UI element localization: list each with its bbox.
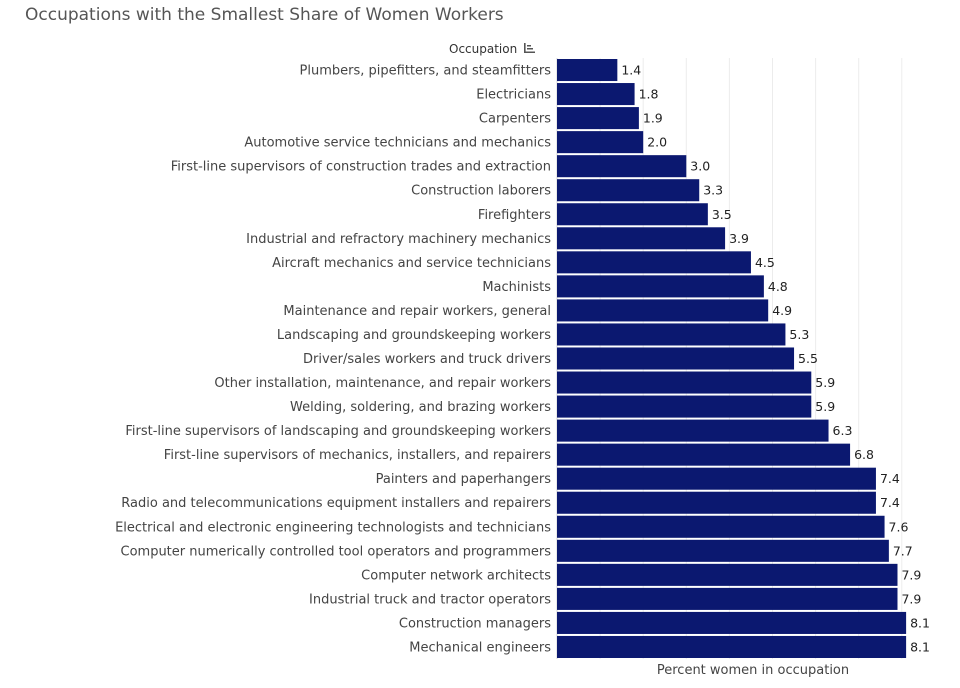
value-label: 4.9 bbox=[772, 303, 792, 318]
value-label: 6.8 bbox=[854, 447, 874, 462]
value-label: 7.7 bbox=[893, 543, 913, 558]
value-label: 5.5 bbox=[798, 351, 818, 366]
y-axis-header[interactable]: Occupation bbox=[449, 42, 517, 56]
bar[interactable] bbox=[557, 179, 700, 202]
bar[interactable] bbox=[557, 299, 769, 322]
value-label: 4.8 bbox=[768, 279, 788, 294]
value-label: 2.0 bbox=[647, 135, 667, 150]
bar[interactable] bbox=[557, 515, 885, 538]
bar[interactable] bbox=[557, 395, 812, 418]
category-label: Construction managers bbox=[399, 616, 551, 631]
bar[interactable] bbox=[557, 443, 851, 466]
category-label: Other installation, maintenance, and rep… bbox=[214, 376, 551, 391]
category-label: Electrical and electronic engineering te… bbox=[115, 520, 551, 535]
category-label: Firefighters bbox=[478, 208, 551, 223]
value-label: 5.9 bbox=[815, 399, 835, 414]
value-label: 7.4 bbox=[880, 471, 900, 486]
category-label: Industrial truck and tractor operators bbox=[309, 592, 551, 607]
category-label: First-line supervisors of mechanics, ins… bbox=[164, 448, 551, 463]
value-label: 1.8 bbox=[639, 87, 659, 102]
category-label: Radio and telecommunications equipment i… bbox=[121, 496, 551, 511]
value-label: 5.9 bbox=[815, 375, 835, 390]
category-label: Driver/sales workers and truck drivers bbox=[303, 352, 551, 367]
category-label: Machinists bbox=[482, 280, 551, 295]
category-label: Painters and paperhangers bbox=[376, 472, 552, 487]
category-label: Maintenance and repair workers, general bbox=[283, 304, 551, 319]
value-label: 1.4 bbox=[621, 63, 641, 78]
value-label: 3.0 bbox=[690, 159, 710, 174]
value-label: 7.6 bbox=[889, 519, 909, 534]
bar[interactable] bbox=[557, 611, 907, 634]
category-label: Computer network architects bbox=[361, 568, 551, 583]
value-label: 7.9 bbox=[901, 591, 921, 606]
bar[interactable] bbox=[557, 371, 812, 394]
bar[interactable] bbox=[557, 419, 829, 442]
value-label: 6.3 bbox=[833, 423, 853, 438]
chart-title: Occupations with the Smallest Share of W… bbox=[25, 5, 504, 25]
sort-icon[interactable] bbox=[524, 43, 535, 53]
category-label: Carpenters bbox=[479, 112, 551, 127]
value-label: 4.5 bbox=[755, 255, 775, 270]
bar[interactable] bbox=[557, 83, 635, 106]
value-label: 1.9 bbox=[643, 111, 663, 126]
bar[interactable] bbox=[557, 491, 876, 514]
bar[interactable] bbox=[557, 467, 876, 490]
value-label: 3.5 bbox=[712, 207, 732, 222]
bar[interactable] bbox=[557, 275, 764, 298]
bar[interactable] bbox=[557, 347, 795, 370]
category-label: Construction laborers bbox=[411, 184, 551, 199]
category-label: Industrial and refractory machinery mech… bbox=[246, 232, 551, 247]
category-label: Automotive service technicians and mecha… bbox=[244, 136, 551, 151]
bar[interactable] bbox=[557, 227, 726, 250]
bar[interactable] bbox=[557, 59, 618, 82]
category-label: Aircraft mechanics and service technicia… bbox=[272, 256, 551, 271]
bar[interactable] bbox=[557, 635, 907, 658]
bar[interactable] bbox=[557, 251, 751, 274]
category-label: Plumbers, pipefitters, and steamfitters bbox=[300, 64, 552, 79]
category-label: Mechanical engineers bbox=[409, 640, 551, 655]
value-labels: 1.4 1.8 1.9 2.0 3.0 3.3 3.5 3.9 4.5 4.8 4.9 5.3 5.5 5… bbox=[621, 63, 930, 655]
value-label: 7.9 bbox=[901, 567, 921, 582]
category-label: First-line supervisors of construction t… bbox=[171, 160, 551, 175]
bar[interactable] bbox=[557, 539, 889, 562]
value-label: 3.3 bbox=[703, 183, 723, 198]
value-label: 5.3 bbox=[789, 327, 809, 342]
bar[interactable] bbox=[557, 587, 898, 610]
value-label: 7.4 bbox=[880, 495, 900, 510]
category-label: First-line supervisors of landscaping an… bbox=[125, 424, 551, 439]
category-labels: Plumbers, pipefitters, and steamfitters E… bbox=[115, 64, 551, 656]
bar[interactable] bbox=[557, 323, 786, 346]
bars bbox=[557, 59, 907, 658]
bar[interactable] bbox=[557, 155, 687, 178]
value-label: 8.1 bbox=[910, 639, 930, 654]
bar[interactable] bbox=[557, 107, 639, 130]
value-label: 8.1 bbox=[910, 615, 930, 630]
category-label: Landscaping and groundskeeping workers bbox=[277, 328, 551, 343]
category-label: Electricians bbox=[476, 88, 551, 103]
bar[interactable] bbox=[557, 131, 644, 154]
category-label: Computer numerically controlled tool ope… bbox=[121, 544, 552, 559]
category-label: Welding, soldering, and brazing workers bbox=[290, 400, 551, 415]
x-axis-title: Percent women in occupation bbox=[657, 663, 849, 678]
bar[interactable] bbox=[557, 563, 898, 586]
value-label: 3.9 bbox=[729, 231, 749, 246]
bar[interactable] bbox=[557, 203, 708, 226]
